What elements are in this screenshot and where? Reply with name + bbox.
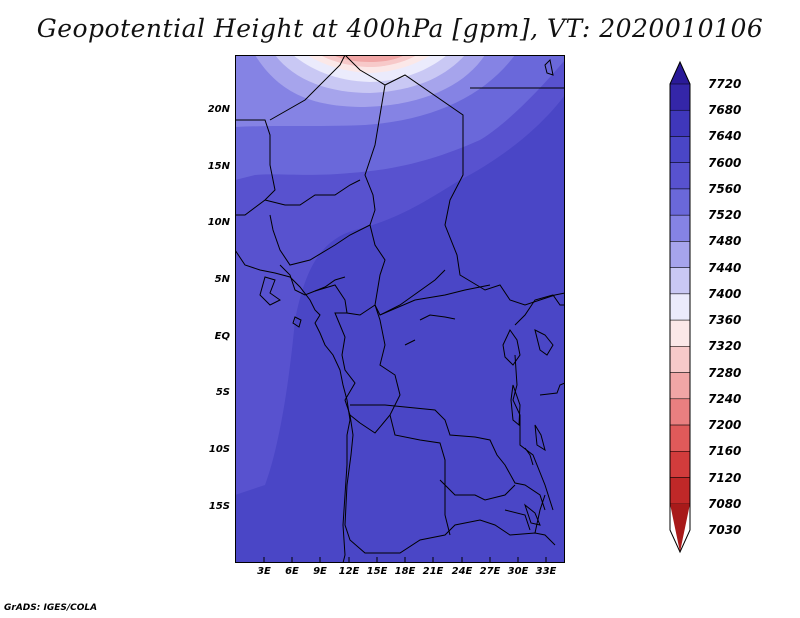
lon-label: 21E [422,566,444,577]
legend-level-label: 7120 [708,470,742,485]
lon-label: 24E [451,566,473,577]
lon-label: 27E [479,566,501,577]
chart-title: Geopotential Height at 400hPa [gpm], VT:… [36,14,764,43]
lon-label: 6E [285,566,299,577]
contour-7240 [333,55,405,62]
legend-color-block [669,241,691,268]
lat-label: 20N [207,104,230,115]
legend-level-label: 7280 [708,365,742,380]
coastlines-lakes [235,58,565,563]
lon-label: 33E [535,566,557,577]
lat-label: 10N [207,217,230,228]
lat-label: 10S [208,444,230,455]
legend-color-block [669,398,691,426]
legend-arrow-bottom [670,503,690,552]
legend-level-label: 7720 [708,77,742,91]
legend-level-label: 7360 [708,313,742,328]
lat-label: 15N [207,161,230,172]
map-frame [235,55,565,563]
legend-level-label: 7520 [708,208,742,223]
legend-level-label: 7480 [708,234,742,249]
legend-level-label: 7320 [708,339,742,354]
legend-color-block [669,162,691,190]
legend-color-block [669,188,691,216]
legend-level-label: 7400 [708,286,742,301]
lat-label: 5N [214,274,230,285]
legend-level-label: 7080 [708,496,742,511]
legend-level-label: 7200 [708,418,742,433]
legend-color-block [669,451,691,478]
legend-level-label: 7560 [708,181,742,196]
lon-label: 30E [507,566,529,577]
color-legend [669,60,691,554]
map-plot [235,55,565,563]
legend-level-label: 7240 [708,391,742,406]
legend-color-block [669,267,691,295]
lon-label: 3E [257,566,271,577]
legend-arrow-top [670,62,690,84]
lat-label: 5S [215,387,230,398]
legend-level-label: 7030 [708,523,742,537]
contour-fill [235,55,565,563]
legend-level-label: 7640 [708,129,742,144]
legend-color-blocks [669,62,691,552]
lon-label: 12E [338,566,360,577]
lon-label: 15E [366,566,388,577]
country-borders [235,55,565,554]
legend-level-label: 7680 [708,103,742,118]
legend-color-block [669,319,691,347]
lon-label: 9E [313,566,327,577]
legend-color-block [669,346,691,373]
legend-level-label: 7440 [708,260,742,275]
legend-outline [669,60,691,554]
legend-color-block [669,477,691,505]
legend-color-block [669,136,691,163]
legend-color-block [669,372,691,400]
legend-color-block [669,83,691,111]
axis-ticks [263,557,547,563]
legend-level-label: 7160 [708,444,742,459]
legend-color-block [669,109,691,137]
lat-label: EQ [214,331,230,342]
legend-level-label: 7600 [708,155,742,170]
credit-text: GrADS: IGES/COLA [4,603,98,613]
legend-color-block [669,214,691,242]
lon-label: 18E [394,566,416,577]
lat-label: 15S [208,501,230,512]
legend-color-block [669,293,691,321]
legend-color-block [669,424,691,452]
